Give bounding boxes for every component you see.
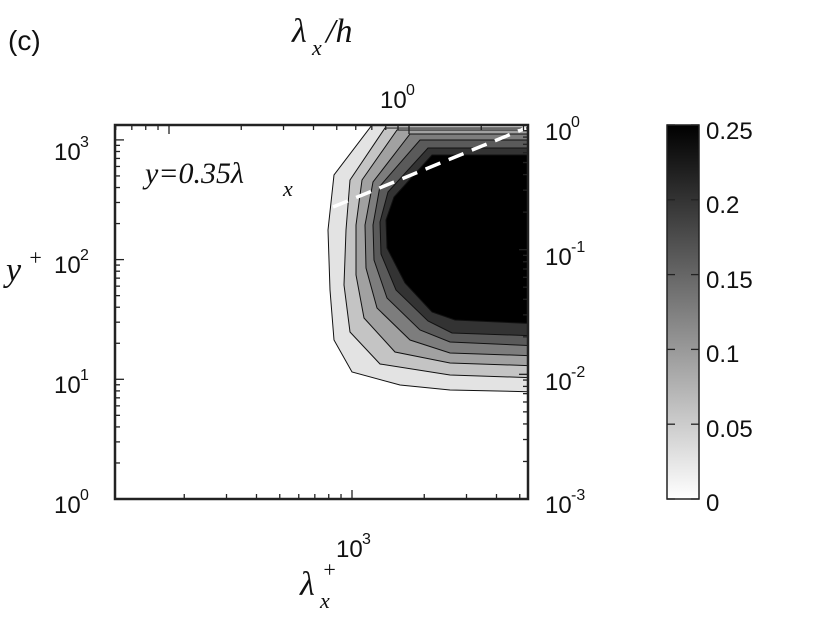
colorbar-label-3: 0.1 <box>706 341 739 368</box>
y-axis-title: y + <box>3 245 43 289</box>
y-tick-label-1: 10 1 <box>54 367 89 399</box>
svg-text:0: 0 <box>571 114 580 131</box>
svg-text:10: 10 <box>545 119 572 146</box>
svg-text:λ: λ <box>291 13 307 50</box>
y2-tick-label-1: 10 -2 <box>545 364 585 396</box>
x2-axis-title: λ x /h <box>291 13 352 60</box>
svg-text:y: y <box>3 252 22 289</box>
svg-text:x: x <box>319 588 330 613</box>
contour-level-6 <box>385 154 528 324</box>
svg-text:2: 2 <box>80 247 89 264</box>
colorbar <box>666 124 700 500</box>
x2-tick-label-0: 10 0 <box>380 82 415 114</box>
y2-tick-label-2: 10 -1 <box>545 239 585 271</box>
y-tick-label-0: 10 0 <box>54 487 89 519</box>
svg-text:1: 1 <box>80 367 89 384</box>
svg-text:0: 0 <box>406 82 415 99</box>
svg-text:10: 10 <box>54 139 81 166</box>
svg-text:-1: -1 <box>571 239 585 256</box>
svg-text:0: 0 <box>80 487 89 504</box>
colorbar-label-1: 0.2 <box>706 192 739 219</box>
svg-text:/h: /h <box>324 13 352 50</box>
annotation-label: y=0.35λ x <box>142 157 293 201</box>
y-tick-label-2: 10 2 <box>54 247 89 279</box>
colorbar-label-0: 0.25 <box>706 118 753 145</box>
svg-text:+: + <box>322 557 337 582</box>
svg-text:3: 3 <box>362 531 371 548</box>
reference-line <box>332 126 527 209</box>
svg-text:10: 10 <box>545 492 572 519</box>
x-axis-title: λ + x <box>299 557 337 613</box>
svg-text:10: 10 <box>380 87 407 114</box>
svg-text:3: 3 <box>80 134 89 151</box>
svg-text:-2: -2 <box>571 364 585 381</box>
contour-fills <box>327 125 528 393</box>
svg-text:10: 10 <box>54 252 81 279</box>
y-tick-label-3: 10 3 <box>54 134 89 166</box>
colorbar-label-5: 0 <box>706 490 719 517</box>
y2-tick-label-3: 10 0 <box>545 114 580 146</box>
axis-ticks <box>115 124 528 500</box>
svg-text:10: 10 <box>336 536 363 563</box>
svg-text:x: x <box>311 35 322 60</box>
y2-tick-label-0: 10 -3 <box>545 487 585 519</box>
svg-text:10: 10 <box>545 244 572 271</box>
svg-text:+: + <box>28 245 43 270</box>
svg-text:y=0.35λ: y=0.35λ <box>142 157 244 190</box>
plot-frame <box>113 123 530 501</box>
svg-text:10: 10 <box>54 372 81 399</box>
x-tick-label-0: 10 3 <box>336 531 371 563</box>
svg-text:10: 10 <box>545 369 572 396</box>
colorbar-label-2: 0.15 <box>706 267 753 294</box>
colorbar-label-4: 0.05 <box>706 416 753 443</box>
svg-text:λ: λ <box>299 566 315 603</box>
svg-text:10: 10 <box>54 492 81 519</box>
svg-text:x: x <box>282 176 293 201</box>
panel-label: (c) <box>8 25 41 56</box>
svg-text:-3: -3 <box>571 487 585 504</box>
colorbar-ticks <box>667 124 699 500</box>
